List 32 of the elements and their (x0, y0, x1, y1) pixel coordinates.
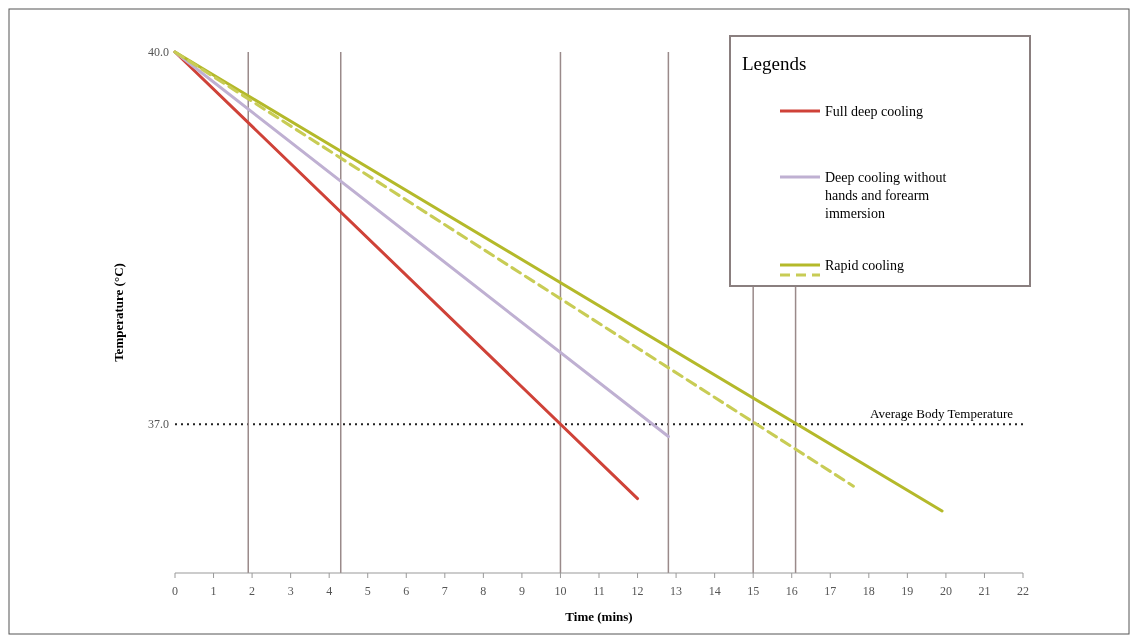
x-tick-label: 21 (978, 584, 991, 598)
x-tick-label: 16 (785, 584, 798, 598)
x-tick-label: 0 (172, 584, 178, 598)
x-tick-label: 18 (862, 584, 875, 598)
x-tick-label: 17 (824, 584, 837, 598)
legend-label: Rapid cooling (825, 258, 904, 273)
x-tick-label: 11 (593, 584, 605, 598)
y-tick-label: 40.0 (148, 45, 169, 59)
x-tick-label: 13 (670, 584, 683, 598)
y-axis-title: Temperature (°C) (111, 263, 126, 362)
legend-label: Full deep cooling (825, 104, 923, 119)
x-tick-label: 8 (480, 584, 487, 598)
legend-title: Legends (742, 53, 807, 74)
x-tick-label: 22 (1017, 584, 1029, 598)
x-tick-label: 2 (249, 584, 256, 598)
x-tick-label: 12 (631, 584, 644, 598)
x-tick-label: 9 (518, 584, 525, 598)
y-tick-label: 37.0 (148, 417, 169, 432)
x-tick-label: 7 (441, 584, 448, 598)
ref-line-label: Average Body Temperature (870, 406, 1014, 422)
legend-label: Deep cooling without hands and forearm immersion (825, 170, 947, 221)
x-tick-label: 19 (901, 584, 914, 598)
x-tick-label: 14 (708, 584, 721, 598)
x-tick-label: 15 (747, 584, 760, 598)
x-tick-label: 20 (939, 584, 952, 598)
x-tick-label: 5 (364, 584, 371, 598)
x-tick-label: 4 (326, 584, 333, 598)
x-tick-label: 3 (287, 584, 294, 598)
x-tick-label: 1 (210, 584, 217, 598)
x-tick-label: 6 (403, 584, 410, 598)
x-tick-label: 10 (554, 584, 567, 598)
x-axis-title: Time (mins) (565, 609, 633, 624)
